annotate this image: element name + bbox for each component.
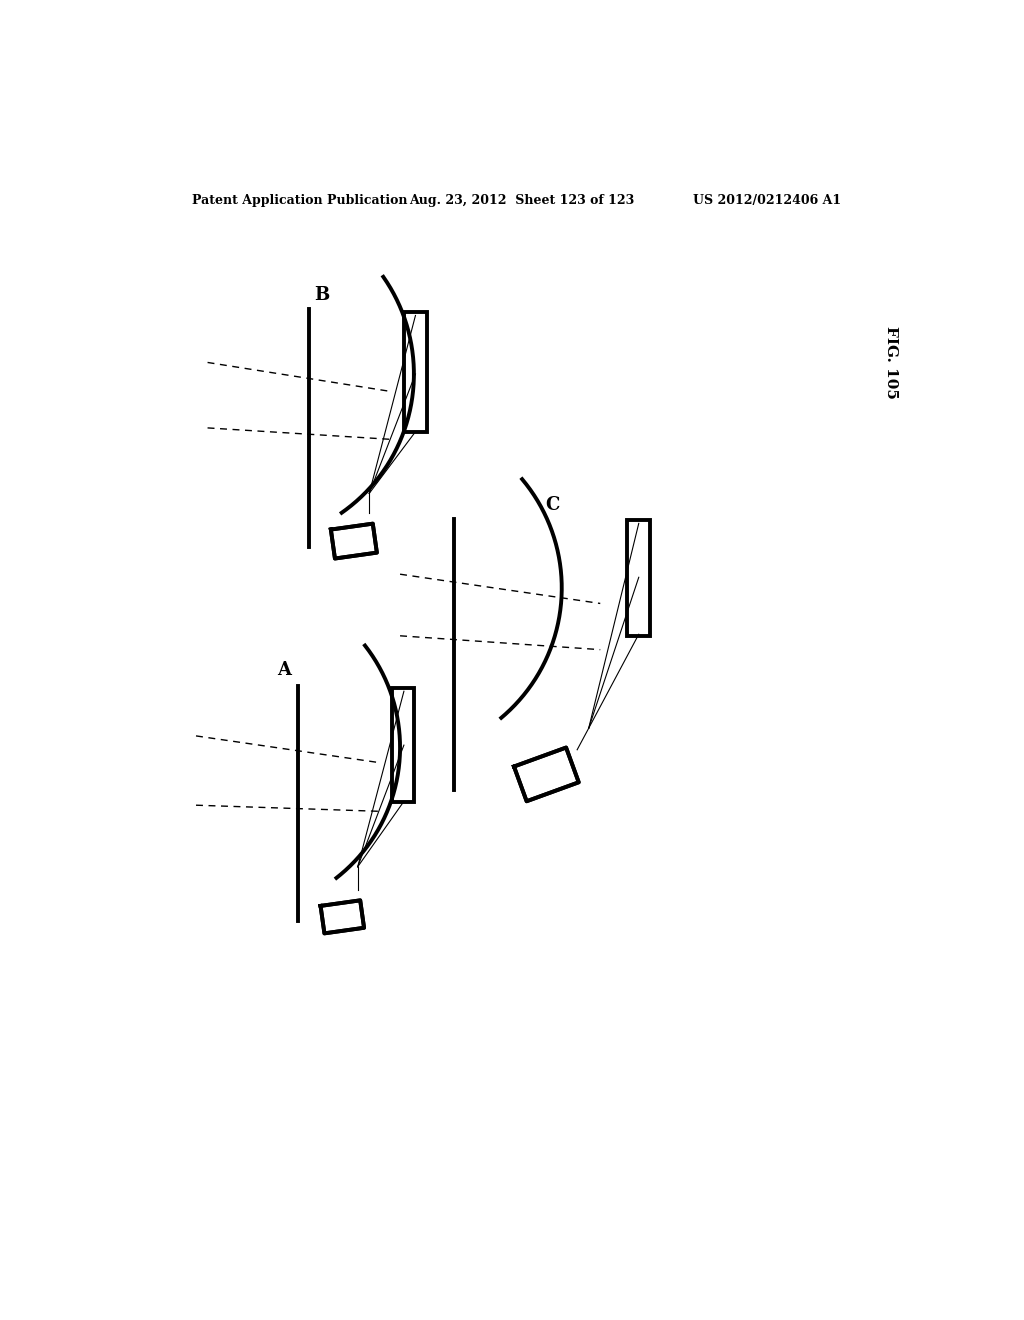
Bar [392,688,414,803]
Bar [403,313,427,432]
Text: FIG. 105: FIG. 105 [885,326,898,399]
Text: A: A [278,661,292,680]
Text: B: B [314,286,329,305]
Bar [628,520,650,636]
Text: US 2012/0212406 A1: US 2012/0212406 A1 [692,194,841,207]
Polygon shape [331,524,377,558]
Text: C: C [546,496,560,513]
Polygon shape [514,747,579,801]
Text: Aug. 23, 2012  Sheet 123 of 123: Aug. 23, 2012 Sheet 123 of 123 [410,194,635,207]
Text: Patent Application Publication: Patent Application Publication [193,194,408,207]
Polygon shape [321,900,365,933]
